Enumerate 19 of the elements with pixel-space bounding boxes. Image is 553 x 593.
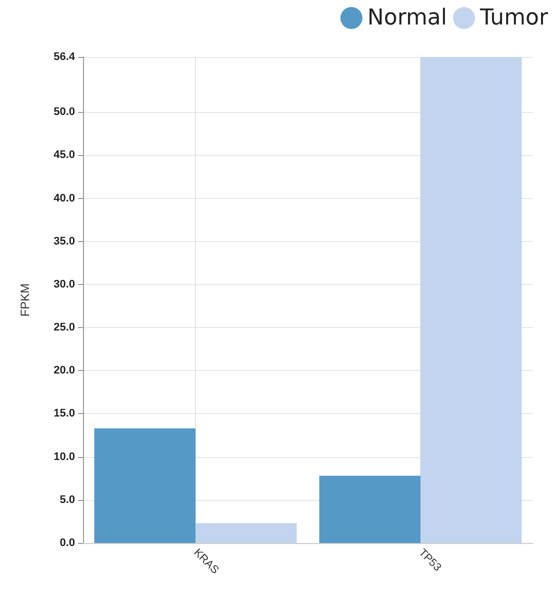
y-tick-label: 50.0: [54, 106, 75, 118]
y-tick-label: 0.0: [60, 537, 75, 549]
y-tick-label: 30.0: [54, 278, 75, 290]
y-tick-label: 20.0: [54, 364, 75, 377]
y-tick-label: 15.0: [54, 408, 75, 420]
y-tick-label: 5.0: [60, 494, 75, 506]
y-tick-label: 10.0: [54, 450, 75, 463]
y-tick-label: 45.0: [54, 149, 75, 162]
legend-label: Normal: [367, 6, 448, 30]
y-tick-label: 35.0: [54, 235, 75, 248]
y-tick-label: 40.0: [54, 192, 75, 204]
legend-label: Tumor: [479, 6, 549, 30]
y-tick-label: 25.0: [54, 322, 75, 334]
bar: [420, 57, 522, 543]
bar: [319, 476, 420, 543]
bar: [196, 523, 297, 543]
bar: [94, 428, 196, 543]
y-axis-title: FPKM: [18, 283, 32, 317]
y-tick-label: 56.4: [54, 51, 76, 63]
